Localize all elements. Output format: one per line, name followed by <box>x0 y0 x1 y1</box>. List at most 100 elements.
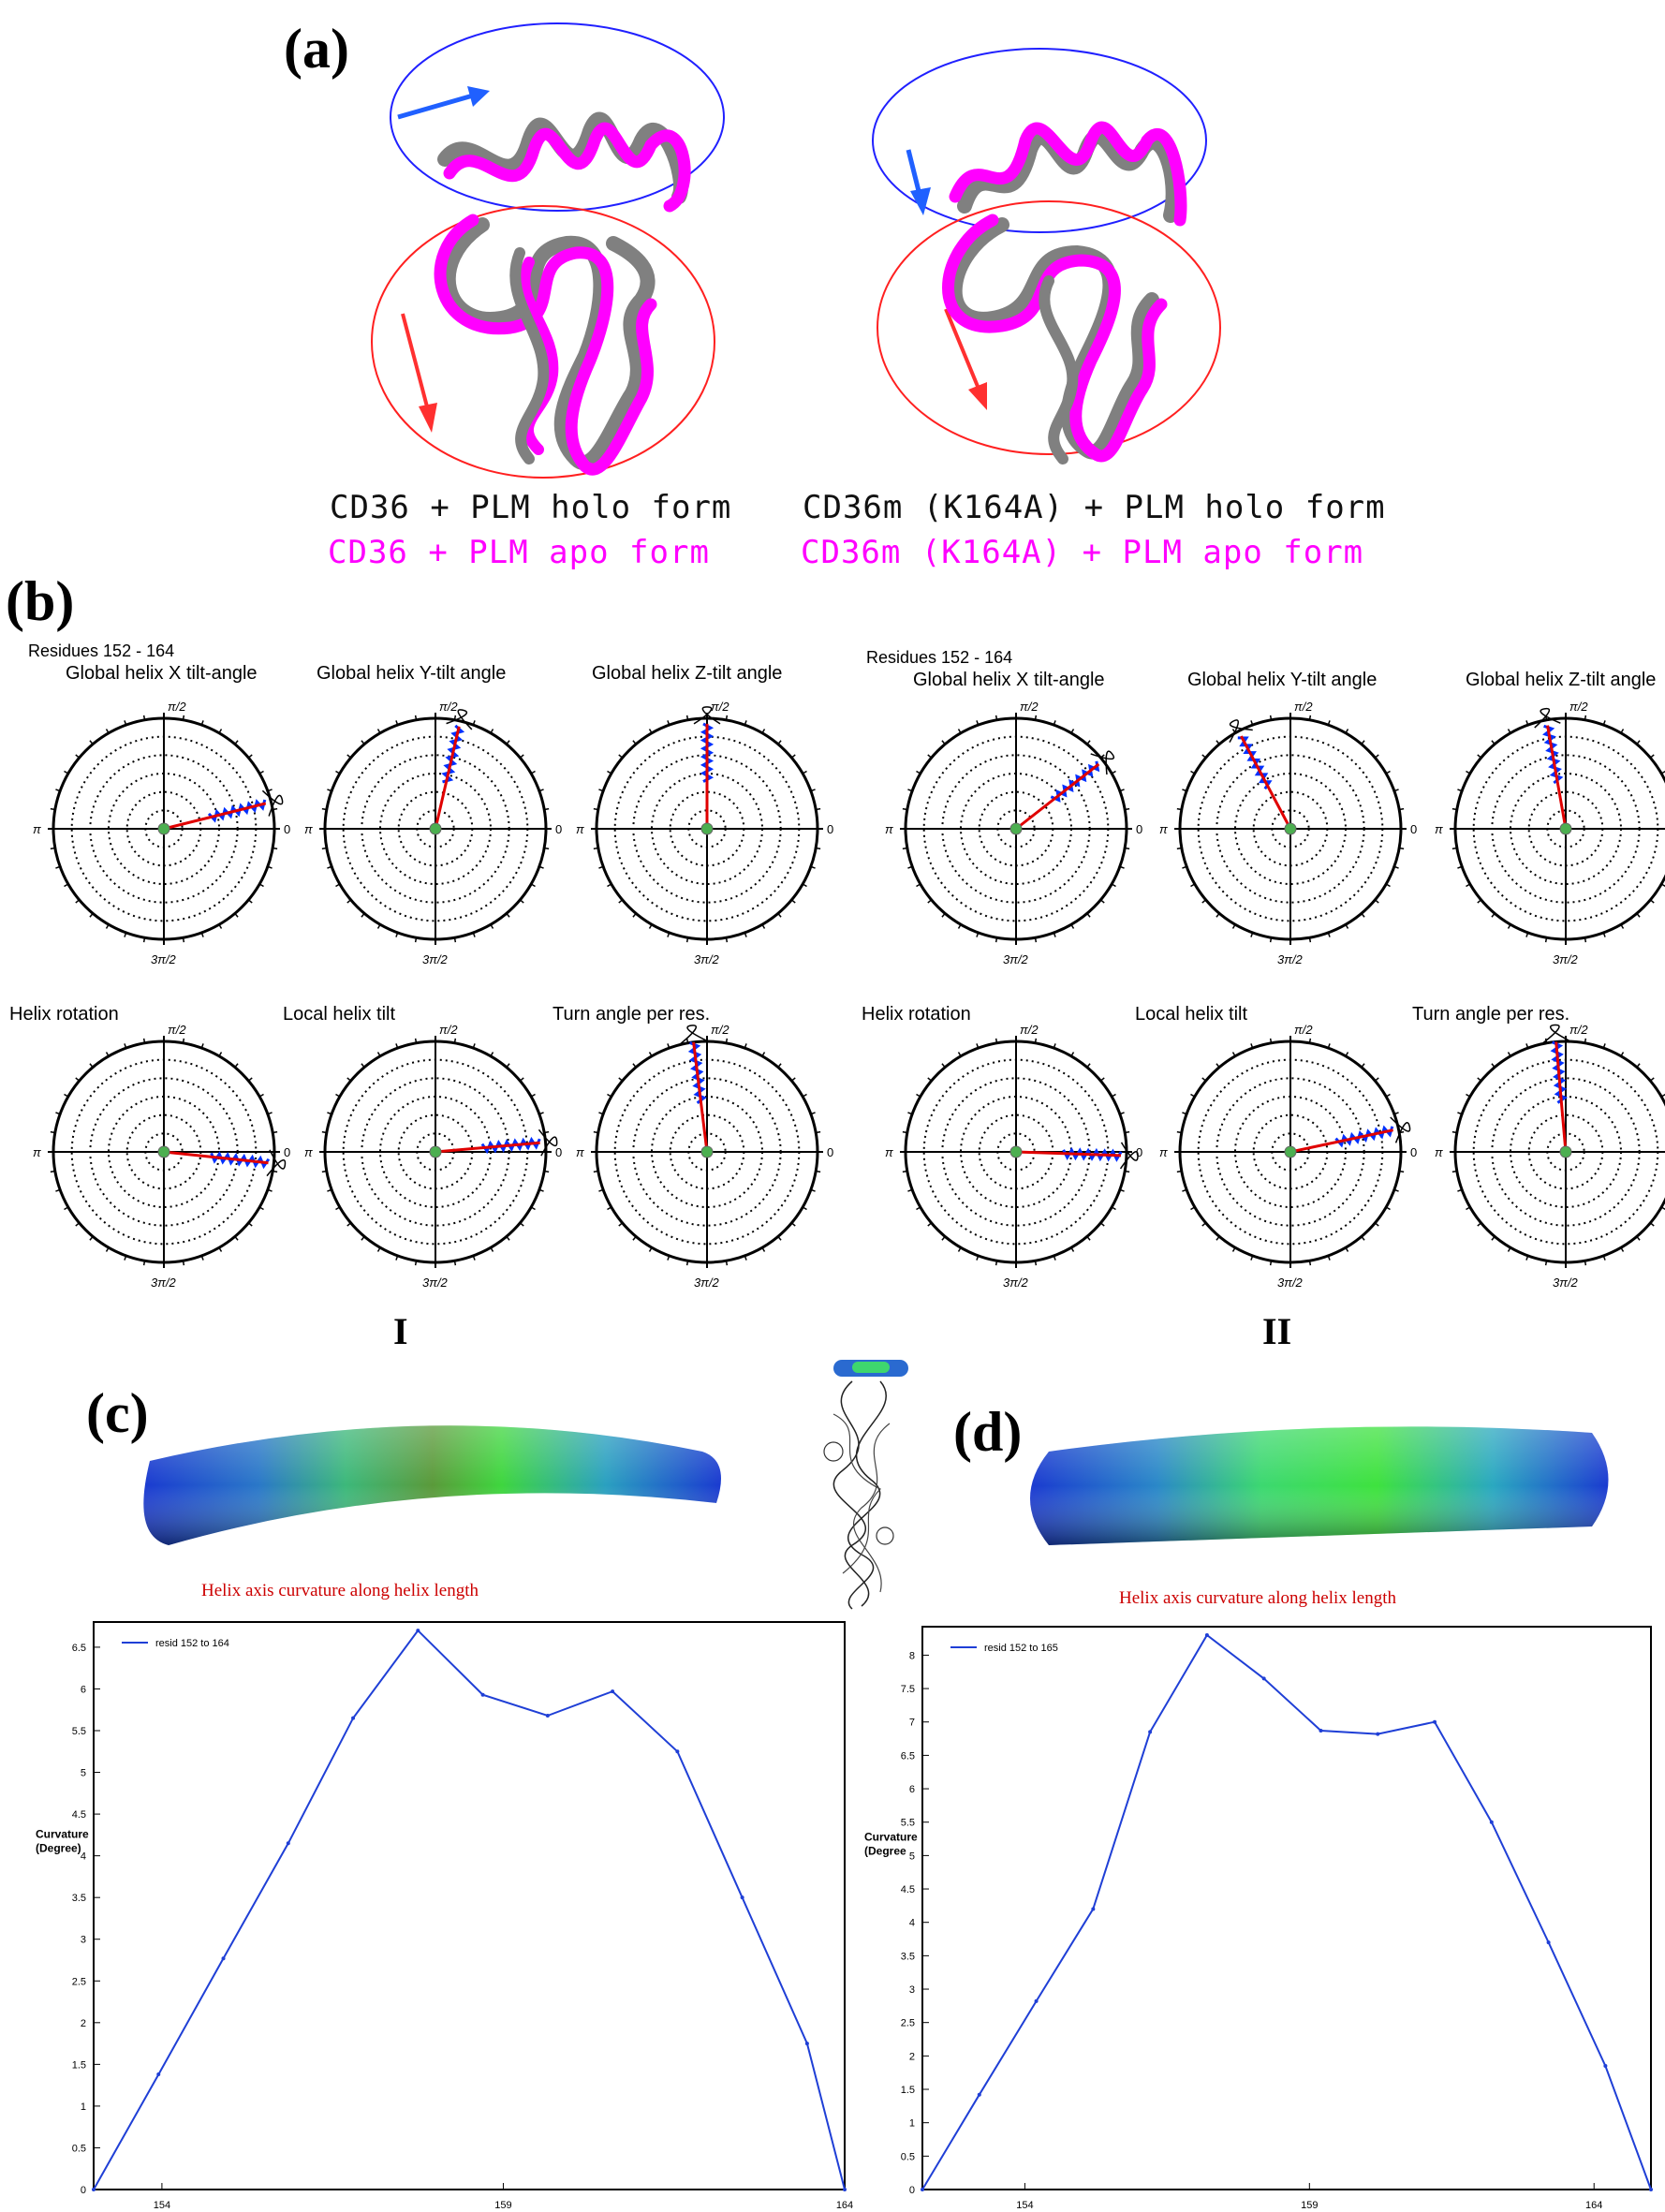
polar-tick <box>327 1188 332 1192</box>
polar-tick <box>761 1052 766 1057</box>
polar-tick <box>519 754 524 759</box>
polar-plot-i-1: π/2 π 0 3π/2 <box>33 700 290 966</box>
polar-tick <box>1269 715 1273 720</box>
data-point <box>675 1749 680 1754</box>
y-axis-label: (Degree) <box>36 1841 81 1854</box>
polar-tick <box>530 770 536 774</box>
polar-tick <box>1250 720 1254 726</box>
polar-tick <box>124 932 127 937</box>
polar-vector <box>1015 1150 1122 1158</box>
data-point <box>286 1841 290 1846</box>
legend-left-apo: CD36 + PLM apo form <box>328 534 710 571</box>
polar-title: Global helix Z-tilt angle <box>1466 670 1657 690</box>
y-tick-label: 4 <box>81 1851 86 1863</box>
polar-tick <box>761 1246 766 1252</box>
y-tick-label: 6.5 <box>901 1750 915 1762</box>
polar-tick <box>247 899 253 904</box>
polar-tick <box>1602 1043 1606 1049</box>
polar-tick <box>182 715 185 720</box>
y-axis-label: (Degree <box>864 1844 906 1857</box>
data-point <box>611 1689 615 1694</box>
polar-tick <box>667 720 670 726</box>
polar-label-left: π <box>1435 1145 1443 1159</box>
polar-tick <box>648 729 653 734</box>
polar-label-bottom: 3π/2 <box>151 1276 177 1290</box>
polar-plot-i-4: π/2 π 0 3π/2 <box>33 1023 290 1290</box>
polar-tick <box>472 932 476 937</box>
polar-vector <box>692 1041 709 1153</box>
polar-tick <box>1308 715 1312 720</box>
polar-tick <box>790 1077 796 1082</box>
polar-tick <box>395 720 399 726</box>
polar-tick <box>667 1255 670 1261</box>
polar-tick <box>142 937 146 943</box>
polar-tick <box>790 1222 796 1227</box>
polar-tick <box>1190 1206 1196 1211</box>
polar-label-bottom: 3π/2 <box>422 952 449 966</box>
polar-label-top: π/2 <box>168 1023 186 1037</box>
upper-region-circle <box>390 22 725 212</box>
polar-tick <box>1053 932 1056 937</box>
polar-tick <box>395 1255 399 1261</box>
polar-tick <box>907 1112 913 1115</box>
polar-tick <box>916 1093 921 1098</box>
polar-tick <box>1636 1235 1641 1241</box>
plot-frame <box>921 1626 1652 2190</box>
polar-tick <box>327 789 332 792</box>
polar-tick <box>1385 883 1391 888</box>
y-tick-label: 5 <box>81 1768 86 1779</box>
polar-title: Local helix tilt <box>1135 1004 1248 1025</box>
polar-tick <box>1201 1222 1207 1227</box>
polar-tick <box>50 1170 55 1173</box>
polar-tick <box>1525 1043 1529 1049</box>
polar-tick <box>1182 789 1187 792</box>
polar-tick <box>667 1043 670 1049</box>
x-tick-label: 164 <box>1585 2200 1602 2211</box>
polar-label-bottom: 3π/2 <box>1553 1276 1579 1290</box>
polar-title: Global helix Y-tilt angle <box>1187 670 1378 690</box>
y-tick-label: 6 <box>909 1784 915 1795</box>
polar-tick <box>1507 729 1511 734</box>
polar-tick <box>1119 1112 1125 1115</box>
polar-plot-ii-2: π/2 π 0 3π/2 <box>1159 700 1417 966</box>
polar-label-left: π <box>1159 822 1168 836</box>
polar-tick <box>414 1261 418 1266</box>
polar-title: Turn angle per res. <box>553 1004 711 1025</box>
polar-tick <box>1451 807 1457 811</box>
polar-tick <box>1620 729 1625 734</box>
data-point <box>1376 1732 1380 1736</box>
polar-tick <box>1385 1206 1391 1211</box>
polar-tick <box>816 1170 821 1173</box>
polar-tick <box>182 1261 185 1266</box>
polar-tick <box>1190 1093 1196 1098</box>
y-tick-label: 4.5 <box>72 1809 86 1821</box>
polar-center <box>429 822 442 835</box>
polar-tick <box>1216 1235 1220 1241</box>
protein-structure-right <box>872 48 1221 465</box>
curvature-title-c: Helix axis curvature along helix length <box>201 1581 479 1600</box>
polar-tick <box>1182 1112 1187 1115</box>
polar-label-top: π/2 <box>439 700 458 714</box>
polar-tick <box>1345 923 1349 929</box>
y-tick-label: 7.5 <box>901 1684 915 1695</box>
legend-right-holo: CD36m (K164A) + PLM holo form <box>803 489 1386 526</box>
polar-distribution <box>538 1128 558 1157</box>
polar-tick <box>1070 729 1075 734</box>
polar-label-top: π/2 <box>711 700 729 714</box>
polar-tick <box>995 1038 998 1043</box>
data-point <box>1261 1676 1266 1681</box>
polar-tick <box>346 1222 352 1227</box>
y-tick-label: 2 <box>81 2018 86 2029</box>
data-point <box>480 1692 485 1697</box>
polar-distribution <box>1534 707 1561 729</box>
polar-plot-i-5: π/2 π 0 3π/2 <box>304 1023 562 1290</box>
polar-tick <box>685 715 689 720</box>
polar-tick <box>1327 1043 1331 1049</box>
polar-tick <box>1584 937 1587 943</box>
polar-tick <box>234 912 239 918</box>
polar-tick <box>1393 865 1399 869</box>
x-tick-label: 164 <box>836 2200 853 2211</box>
polar-tick <box>648 1052 653 1057</box>
polar-tick <box>761 729 766 734</box>
polar-tick <box>1111 1093 1116 1098</box>
